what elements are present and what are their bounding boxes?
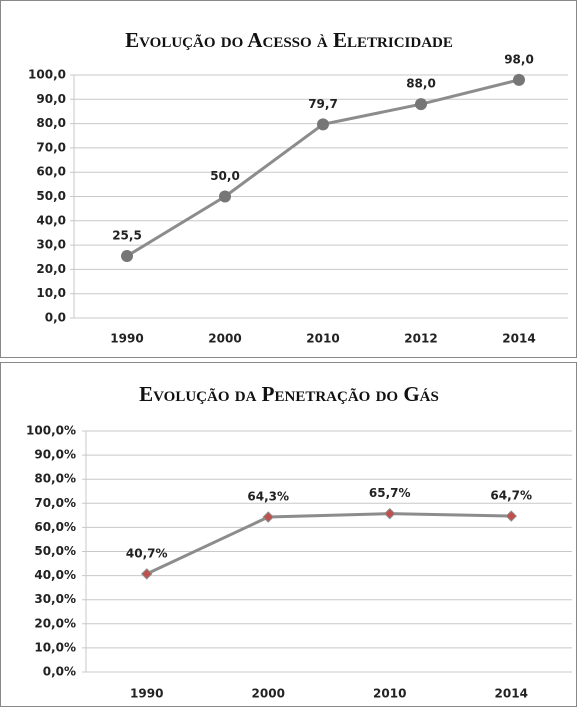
- marker: [505, 510, 517, 522]
- marker: [121, 250, 133, 263]
- y-tick-label: 10,0%: [34, 640, 76, 654]
- line: [146, 512, 512, 576]
- y-tick-label: 50,0%: [34, 544, 76, 558]
- y-tick-label: 90,0%: [34, 448, 76, 462]
- data-label: 98,0: [504, 52, 534, 66]
- y-tick-label: 90,0: [36, 92, 66, 106]
- marker: [141, 568, 153, 580]
- marker: [219, 190, 231, 203]
- x-tick-label: 2012: [404, 332, 437, 346]
- data-label: 79,7: [308, 97, 338, 111]
- data-label: 25,5: [112, 229, 142, 243]
- y-tick-label: 0,0%: [43, 665, 76, 679]
- data-label: 64,3%: [247, 490, 289, 504]
- y-tick-label: 100,0: [28, 68, 66, 82]
- data-label: 64,7%: [490, 489, 532, 503]
- y-tick-label: 20,0: [36, 262, 66, 276]
- y-tick-label: 40,0: [36, 213, 66, 227]
- y-tick-label: 60,0: [36, 165, 66, 179]
- y-tick-label: 70,0%: [34, 496, 76, 510]
- data-label: 50,0: [210, 169, 240, 183]
- y-tick-label: 10,0: [36, 286, 66, 300]
- y-tick-label: 100,0%: [26, 424, 76, 438]
- marker: [415, 98, 427, 111]
- y-tick-label: 0,0: [45, 311, 66, 325]
- data-label: 65,7%: [369, 486, 411, 500]
- x-tick-label: 2014: [495, 687, 528, 701]
- x-tick-label: 2014: [502, 332, 535, 346]
- x-tick-label: 1990: [110, 332, 143, 346]
- chart-title: Evolução do Acesso à Eletricidade: [125, 28, 453, 52]
- y-tick-label: 60,0%: [34, 520, 76, 534]
- y-tick-label: 80,0: [36, 116, 66, 130]
- x-tick-label: 2010: [373, 687, 406, 701]
- y-tick-label: 40,0%: [34, 568, 76, 582]
- data-label: 88,0: [406, 77, 436, 91]
- marker: [384, 507, 396, 520]
- y-tick-label: 30,0%: [34, 592, 76, 606]
- marker: [317, 118, 329, 131]
- chart-frame: [0, 362, 577, 707]
- y-tick-label: 30,0: [36, 238, 66, 252]
- x-tick-label: 2000: [208, 332, 241, 346]
- marker: [262, 511, 274, 523]
- y-tick-label: 50,0: [36, 189, 66, 203]
- y-tick-label: 70,0: [36, 140, 66, 154]
- x-tick-label: 1990: [130, 687, 163, 701]
- x-tick-label: 2000: [252, 687, 285, 701]
- chart-frame: [0, 0, 577, 358]
- data-label: 40,7%: [126, 546, 168, 560]
- y-tick-label: 80,0%: [34, 472, 76, 486]
- x-tick-label: 2010: [306, 332, 339, 346]
- chart-title: Evolução da Penetração do Gás: [139, 382, 439, 406]
- y-tick-label: 20,0%: [34, 616, 76, 630]
- marker: [513, 73, 525, 86]
